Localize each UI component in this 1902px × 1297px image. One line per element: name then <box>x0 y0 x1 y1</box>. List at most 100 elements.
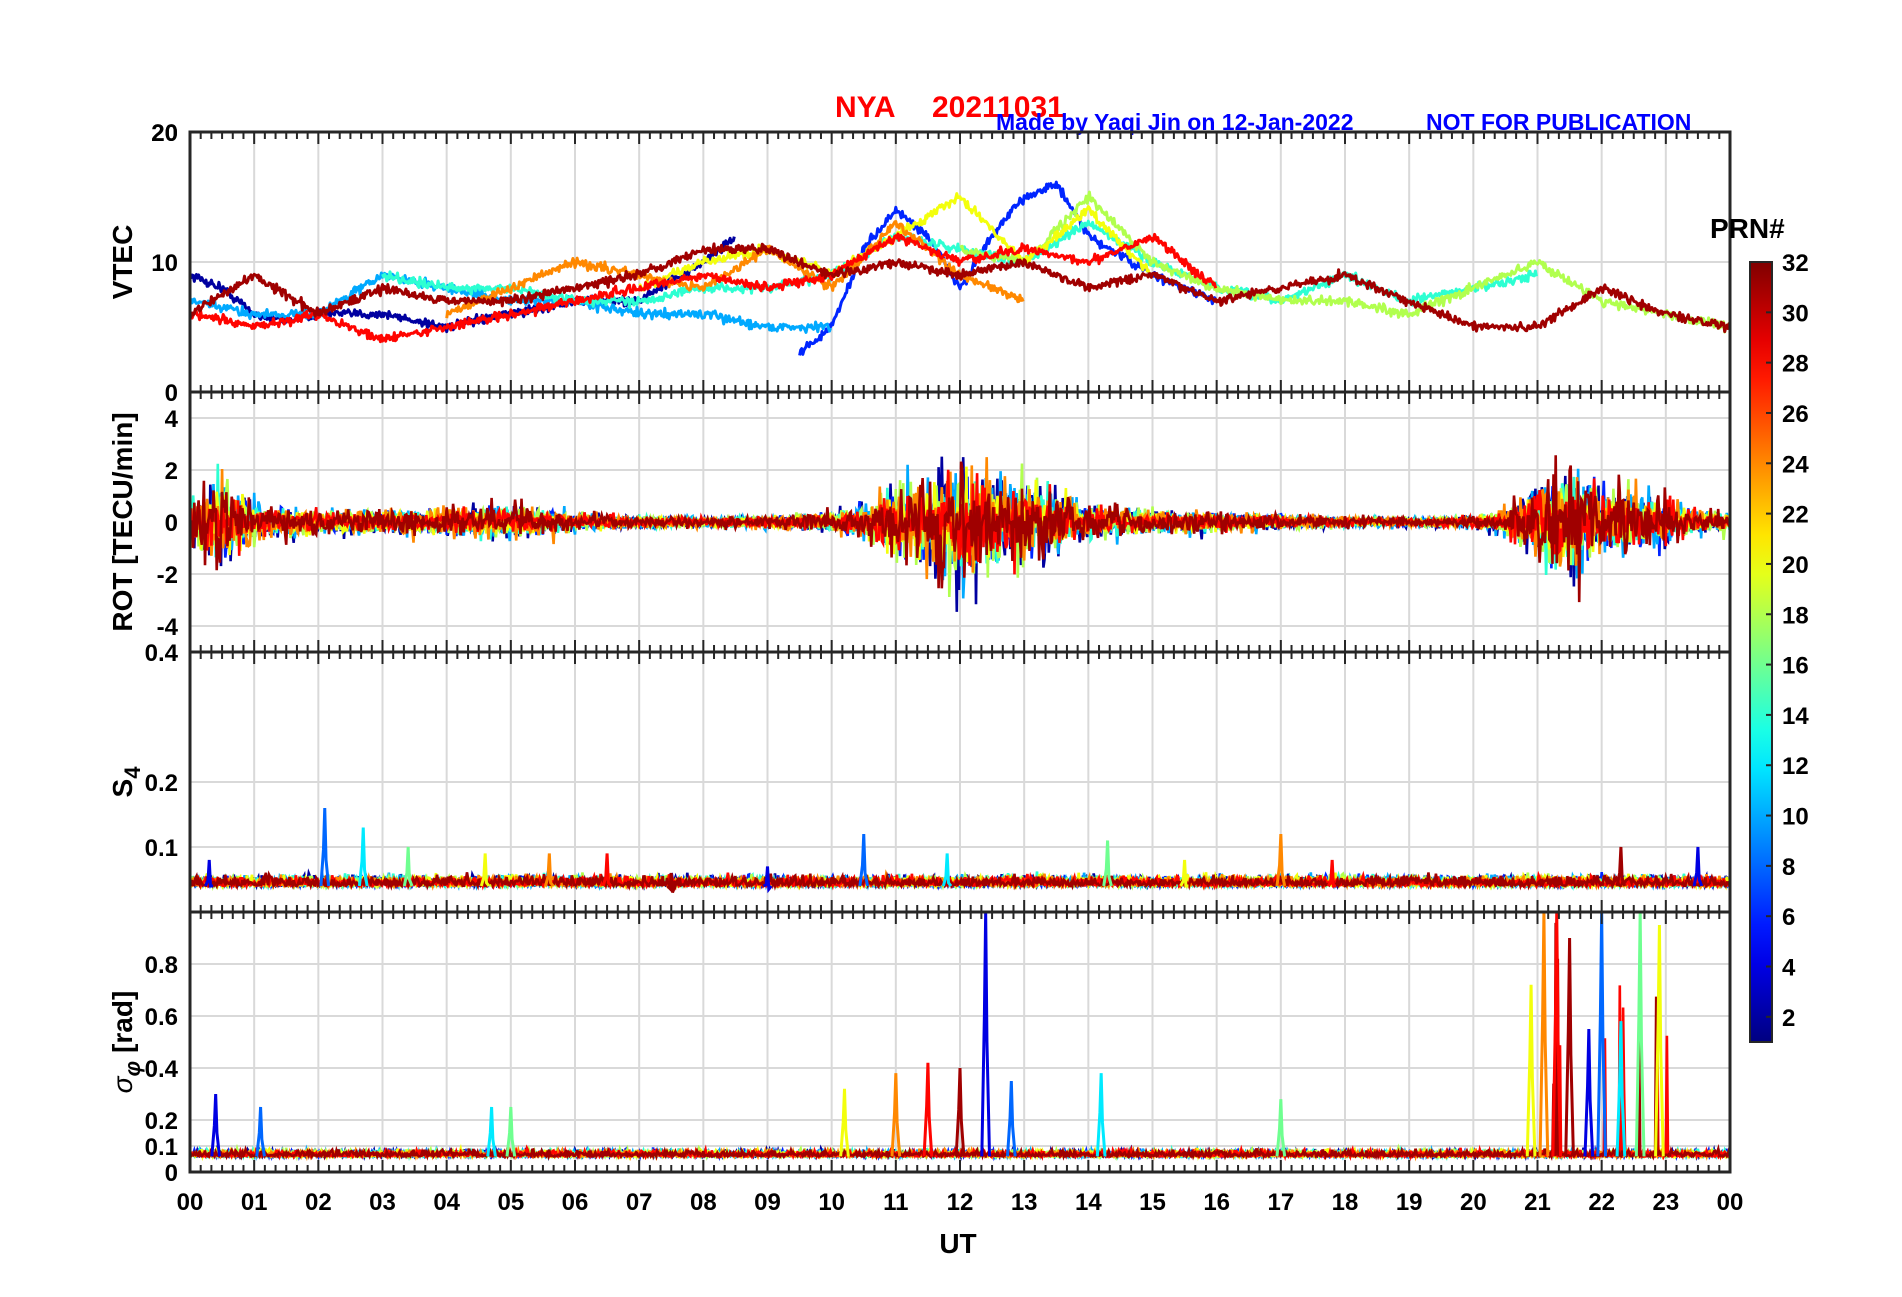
peak-mark <box>210 1093 222 1157</box>
colorbar-tick-label: 26 <box>1782 401 1809 428</box>
x-tick-label: 04 <box>433 1189 460 1216</box>
x-tick-label: 14 <box>1075 1189 1102 1216</box>
y-axis-label: ROT [TECU/min] <box>107 412 138 631</box>
colorbar-tick-label: 20 <box>1782 552 1809 579</box>
x-tick-label: 00 <box>177 1189 204 1216</box>
series-group <box>190 807 1730 894</box>
x-tick-label: 13 <box>1011 1189 1038 1216</box>
colorbar-tick-label: 8 <box>1782 854 1795 881</box>
x-tick-label: 05 <box>497 1189 524 1216</box>
colorbar-tick-label: 22 <box>1782 502 1809 529</box>
colorbar-tick-label: 12 <box>1782 753 1809 780</box>
colorbar-tick-label: 16 <box>1782 653 1809 680</box>
series-line-prn-18 <box>959 190 1730 334</box>
x-tick-label: 21 <box>1524 1189 1551 1216</box>
series-line-prn-28 <box>190 232 1218 344</box>
peak-mark <box>1654 924 1665 1157</box>
y-tick-label: 0.2 <box>145 770 178 797</box>
station-name: NYA <box>835 91 896 124</box>
colorbar-bar <box>1749 261 1773 1043</box>
y-tick-label: 0 <box>165 510 178 537</box>
peak-mark <box>1102 840 1113 887</box>
series-line-prn-31 <box>190 455 1730 603</box>
peak-mark <box>544 853 555 887</box>
y-axis-label-main: σ <box>107 1075 138 1093</box>
series-group <box>190 180 1730 356</box>
y-tick-label: 20 <box>151 120 178 147</box>
peak-mark <box>1692 846 1704 887</box>
peak-mark <box>1615 846 1627 887</box>
x-axis-label: UT <box>939 1228 976 1259</box>
peak-mark <box>255 1106 266 1157</box>
peak-mark <box>954 1067 966 1157</box>
panel-sigma: 00.10.2 0.4 0.6 0.8 σφ [rad] <box>107 910 1732 1187</box>
peak-mark <box>839 1088 850 1157</box>
x-tick-label: 23 <box>1652 1189 1679 1216</box>
colorbar-tick-label: 4 <box>1782 955 1796 982</box>
y-tick-label: 0.2 <box>145 1108 178 1135</box>
x-tick-label: 18 <box>1332 1189 1359 1216</box>
y-tick-label: 0.1 <box>145 835 178 862</box>
x-tick-label: 11 <box>883 1189 908 1216</box>
peak-mark <box>1634 912 1646 1157</box>
x-tick-label: 08 <box>690 1189 717 1216</box>
x-tick-label: 02 <box>305 1189 332 1216</box>
series-line-prn-31 <box>190 870 1730 892</box>
colorbar-tick-label: 32 <box>1782 250 1809 277</box>
series-group <box>190 912 1730 1162</box>
y-axis-label-sub: 4 <box>120 766 145 779</box>
peak-mark <box>601 853 613 887</box>
y-tick-label: -4 <box>157 614 179 641</box>
peak-mark <box>890 1073 902 1157</box>
y-tick-label: 10 <box>151 250 178 277</box>
peak-mark <box>1275 833 1287 887</box>
peak-mark <box>1095 1073 1107 1157</box>
colorbar-tick-label: 6 <box>1782 904 1795 931</box>
x-tick-label: 17 <box>1267 1189 1294 1216</box>
x-tick-label: 20 <box>1460 1189 1487 1216</box>
peak-mark <box>980 912 992 1157</box>
y-tick-label: 4 <box>165 406 179 433</box>
y-tick-label: -2 <box>157 562 178 589</box>
x-tick-label: 10 <box>818 1189 845 1216</box>
peak-mark <box>1179 859 1189 888</box>
colorbar-tick-label: 28 <box>1782 351 1809 378</box>
y-top-tick-label: 20 <box>151 120 178 147</box>
series-line-prn-28 <box>190 469 1730 575</box>
y-axis-label-main: S <box>107 779 138 798</box>
peak-mark <box>1275 1099 1287 1157</box>
series-line-prn-31 <box>190 242 1730 334</box>
x-tick-label: 12 <box>947 1189 974 1216</box>
colorbar-tick-label: 30 <box>1782 300 1809 327</box>
x-tick-label: 09 <box>754 1189 781 1216</box>
y-tick-label: 0.4 <box>145 1056 179 1083</box>
x-tick-label: 15 <box>1139 1189 1166 1216</box>
x-tick-label: 16 <box>1203 1189 1230 1216</box>
colorbar-tick-label: 2 <box>1782 1005 1795 1032</box>
y-axis-label: S4 <box>107 766 145 798</box>
x-tick-label: 22 <box>1588 1189 1615 1216</box>
colorbar-tick-label: 24 <box>1782 451 1809 478</box>
y-axis-label: σφ [rad] <box>107 991 145 1094</box>
panel-s4: 0.1 0.2 0.4 S4 <box>107 640 1732 914</box>
y-tick-label: 0.6 <box>145 1004 178 1031</box>
y-axis-label: VTEC <box>107 225 138 300</box>
peak-mark <box>762 866 773 894</box>
peak-mark <box>486 1106 497 1157</box>
y-tick-label: 0.1 <box>145 1134 178 1161</box>
peak-mark <box>402 846 414 887</box>
peak-mark <box>479 853 491 887</box>
peak-mark <box>1326 859 1337 888</box>
peak-mark <box>666 872 677 894</box>
x-tick-label: 03 <box>369 1189 396 1216</box>
x-tick-label: 00 <box>1717 1189 1744 1216</box>
x-tick-label: 06 <box>562 1189 589 1216</box>
peak-mark <box>941 853 953 887</box>
peak-mark <box>858 833 870 887</box>
chart-header: NYA 20211031 Made by Yaqi Jin on 12-Jan-… <box>835 91 1691 135</box>
y-axis-label-sub: φ <box>120 1061 145 1076</box>
